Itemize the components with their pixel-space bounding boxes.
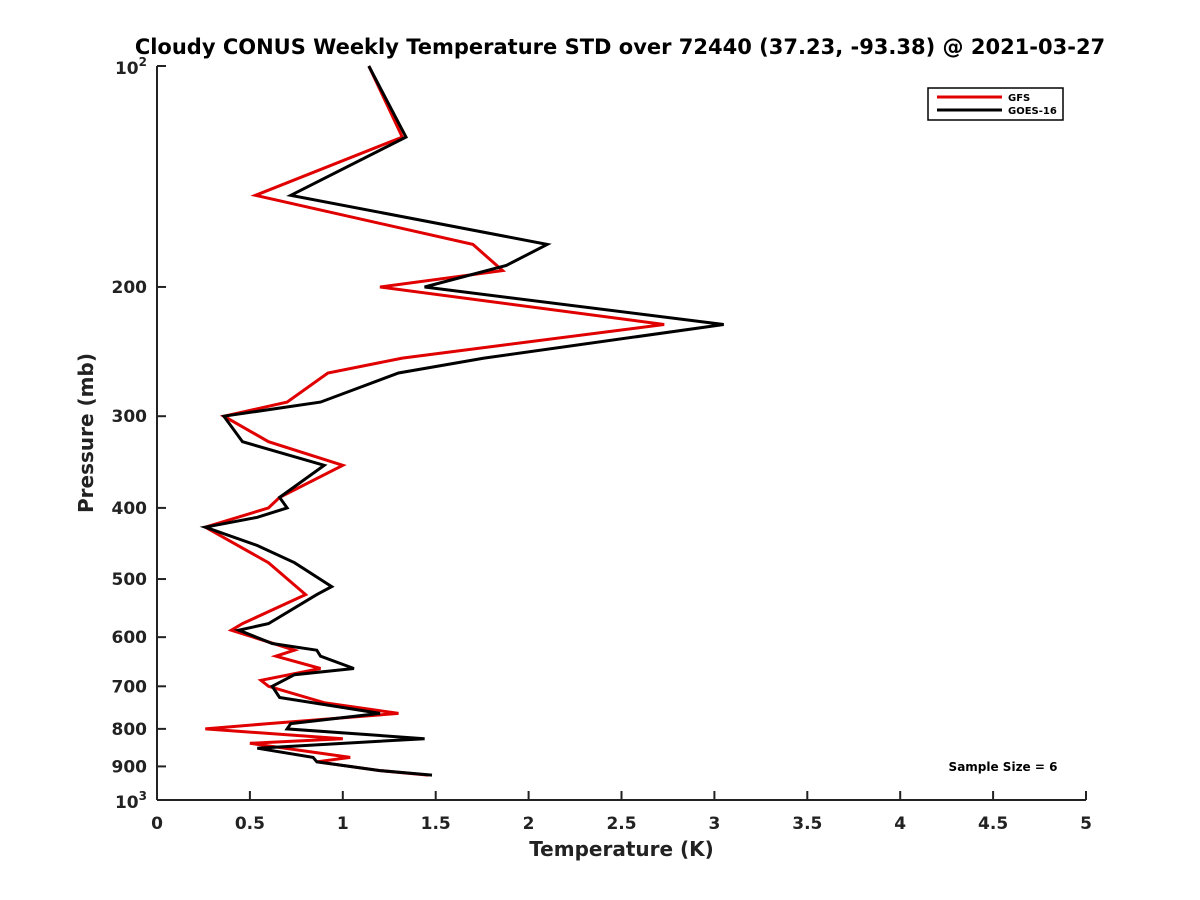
legend-label: GFS xyxy=(1008,93,1030,104)
legend-box xyxy=(927,87,1064,121)
series-line-goes-16 xyxy=(199,65,724,777)
legend-label: GOES-16 xyxy=(1008,106,1057,117)
x-tick-label: 4.5 xyxy=(978,814,1008,834)
x-axis-label: Temperature (K) xyxy=(529,837,714,861)
x-tick-label: 2.5 xyxy=(606,814,636,834)
x-tick-label: 3.5 xyxy=(792,814,822,834)
sample-size-annotation: Sample Size = 6 xyxy=(949,760,1058,774)
x-tick-label: 1.5 xyxy=(421,814,451,834)
y-tick-label: 103 xyxy=(115,789,147,813)
y-axis-ticks: 102 200 300 400 500 600 700 800 900 103 xyxy=(112,55,166,813)
x-tick-label: 0.5 xyxy=(235,814,265,834)
x-tick-label: 0 xyxy=(151,814,163,834)
y-tick-label: 400 xyxy=(112,499,148,519)
y-tick-label: 800 xyxy=(112,720,148,740)
y-tick-label: 600 xyxy=(112,628,148,648)
y-tick-label: 700 xyxy=(112,677,148,697)
legend: GFS GOES-16 xyxy=(927,87,1064,121)
y-axis-label: Pressure (mb) xyxy=(74,353,98,513)
y-tick-label: 900 xyxy=(112,757,148,777)
x-tick-label: 5 xyxy=(1080,814,1092,834)
y-tick-label: 300 xyxy=(112,407,148,427)
y-tick-label: 500 xyxy=(112,570,148,590)
x-tick-label: 3 xyxy=(708,814,720,834)
x-tick-label: 1 xyxy=(337,814,349,834)
y-tick-label: 200 xyxy=(112,278,148,298)
series-layer xyxy=(199,65,724,777)
x-axis-ticks: 0 0.5 1 1.5 2 2.5 3 3.5 4 4.5 5 xyxy=(151,791,1092,834)
y-tick-label: 102 xyxy=(115,55,147,79)
series-line-gfs xyxy=(201,65,665,777)
axes-layer xyxy=(156,66,1086,801)
x-tick-label: 2 xyxy=(523,814,535,834)
chart-title: Cloudy CONUS Weekly Temperature STD over… xyxy=(135,35,1105,59)
x-tick-label: 4 xyxy=(894,814,906,834)
